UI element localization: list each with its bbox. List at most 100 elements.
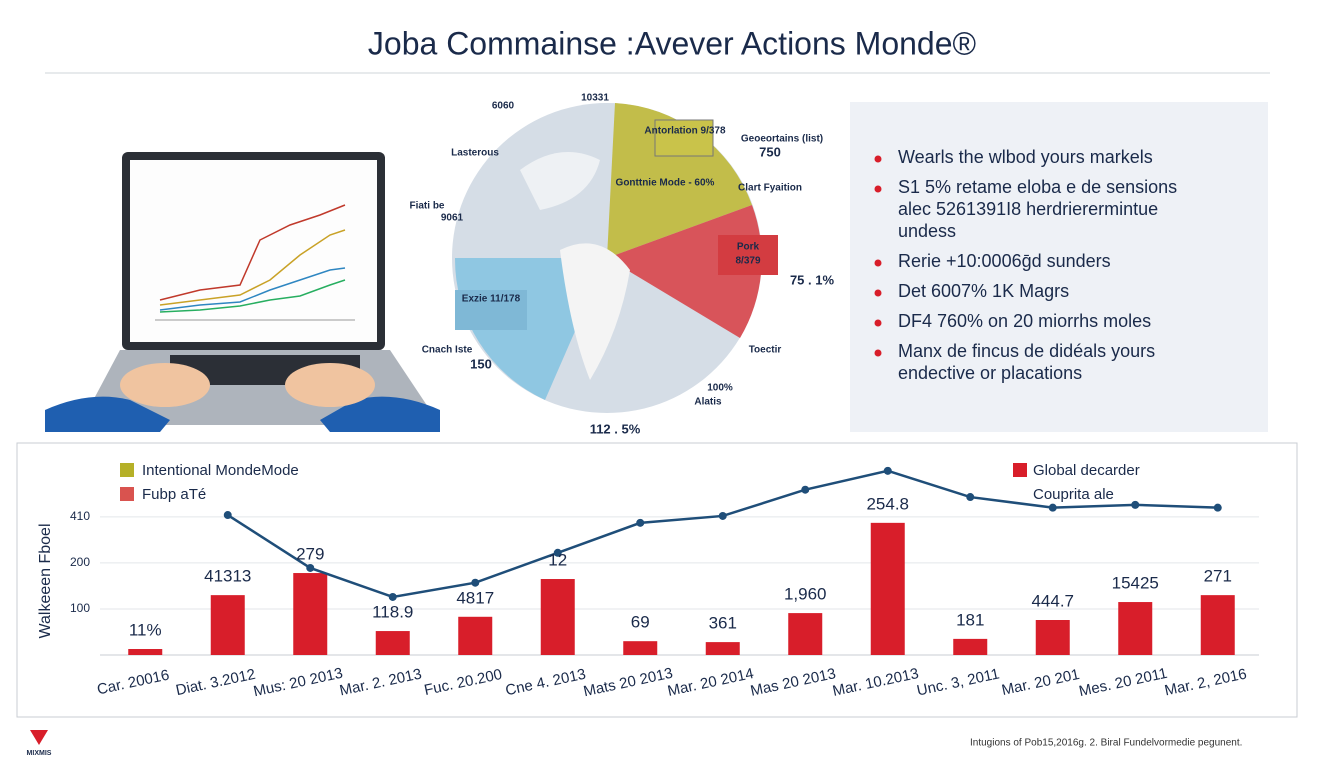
bullet-text: endective or placations <box>898 363 1082 383</box>
bar <box>210 595 245 655</box>
pie-label: Pork <box>737 242 760 253</box>
data-annotation: 1,960 <box>784 585 827 604</box>
x-tick-label: Mar. 2, 2016 <box>1163 665 1248 699</box>
legend-swatch <box>1013 463 1027 477</box>
x-tick-label: Mus: 20 2013 <box>252 665 344 701</box>
bullet-text: DF4 760% on 20 miorrhs moles <box>898 311 1151 331</box>
x-tick-label: Mas 20 2013 <box>749 665 837 700</box>
bar <box>1118 602 1153 655</box>
bullet-dot <box>874 259 882 267</box>
x-tick-label: Mar. 10.2013 <box>831 665 920 700</box>
bullet-text: Wearls the wlbod yours markels <box>898 147 1153 167</box>
y-tick-label: 100 <box>70 601 90 615</box>
globe-pie <box>452 103 778 413</box>
bar <box>1035 620 1070 655</box>
line-point <box>306 563 315 572</box>
line-point <box>966 493 975 502</box>
bar <box>705 642 740 655</box>
pie-label: 75 . 1% <box>790 272 835 287</box>
x-tick-label: Diat. 3.2012 <box>174 666 257 699</box>
data-annotation: 69 <box>631 613 650 632</box>
line-point <box>1213 503 1222 512</box>
pie-label: Cnach Iste <box>422 345 473 356</box>
pie-label: 9061 <box>441 213 464 224</box>
bullet-text: alec 5261391I8 herdrierermintue <box>898 199 1158 219</box>
logo-icon <box>30 730 48 745</box>
bullet-text: S1 5% retame eloba e de sensions <box>898 177 1177 197</box>
x-tick-label: Unc. 3, 2011 <box>915 665 1001 699</box>
pie-label: 112 . 5% <box>590 421 641 436</box>
page-title: Joba Commainse :Avever Actions Monde® <box>368 25 977 61</box>
pie-label: 6060 <box>492 101 515 112</box>
data-annotation: 11% <box>129 620 162 639</box>
pie-label: Exzie 11/178 <box>462 294 521 305</box>
legend-label: Global decarder <box>1033 462 1140 479</box>
line-point <box>1131 500 1140 509</box>
bullet-dot <box>874 155 882 163</box>
bullet-text: Manx de fincus de didéals yours <box>898 341 1155 361</box>
legend-label: Couprita ale <box>1033 486 1114 503</box>
y-tick-label: 410 <box>70 509 90 523</box>
legend-note: Fubp aTé <box>142 486 206 503</box>
line-point <box>553 548 562 557</box>
data-annotation: 271 <box>1204 567 1232 586</box>
bullet-text: Det 6007% 1K Magrs <box>898 281 1069 301</box>
legend-note: Intentional MondeMode <box>142 462 299 479</box>
legend-swatch <box>120 487 134 501</box>
bullet-text: undess <box>898 221 956 241</box>
bar <box>458 616 493 655</box>
data-annotation: 254.8 <box>866 494 909 513</box>
line-point <box>1048 503 1057 512</box>
data-annotation: 444.7 <box>1031 591 1074 610</box>
x-tick-label: Mats 20 2013 <box>582 665 674 701</box>
bar <box>623 641 658 655</box>
line-point <box>801 485 810 494</box>
data-annotation: 181 <box>956 610 984 629</box>
bar <box>953 638 988 655</box>
pie-label: 150 <box>470 356 492 371</box>
pie-label: 750 <box>759 144 781 159</box>
bar <box>870 522 905 655</box>
x-tick-label: Fuc. 20.200 <box>423 666 504 699</box>
bar <box>128 649 163 655</box>
pie-label: Clart Fyaition <box>738 183 802 194</box>
x-tick-label: Cne 4. 2013 <box>504 666 587 700</box>
bullet-text: Rerie +10:0006ḡd sunders <box>898 251 1111 271</box>
data-annotation: 118.9 <box>372 603 413 622</box>
bullet-dot <box>874 185 882 193</box>
bullet-dot <box>874 349 882 357</box>
pie-label: Gonttnie Mode - 60% <box>616 178 715 189</box>
chart-frame <box>16 442 1298 718</box>
bullet-panel <box>850 102 1268 432</box>
data-annotation: 41313 <box>204 567 251 586</box>
data-annotation: 361 <box>709 614 737 633</box>
pie-label: Geoeortains (list) <box>741 134 823 145</box>
footer-note: Intugions of Pob15,2016g. 2. Biral Funde… <box>970 738 1242 749</box>
legend-swatch <box>120 463 134 477</box>
bullet-dot <box>874 289 882 297</box>
x-tick-label: Mar. 20 2014 <box>666 665 755 700</box>
bar <box>540 579 575 655</box>
pie-label: Lasterous <box>451 148 499 159</box>
line-point <box>636 518 645 527</box>
x-tick-label: Car. 20016 <box>95 667 170 699</box>
x-tick-label: Mes. 20 2011 <box>1077 665 1168 700</box>
bar <box>1200 595 1235 655</box>
line-point <box>471 578 480 587</box>
line-point <box>223 511 232 520</box>
pie-label: 10331 <box>581 93 609 104</box>
laptop <box>45 152 440 432</box>
line-point <box>718 511 727 520</box>
pie-label: Toectir <box>749 345 782 356</box>
line-point <box>388 592 397 601</box>
y-axis-label: Walkeeen Fboel <box>37 523 54 638</box>
data-annotation: 15425 <box>1112 574 1159 593</box>
logo: MIXMIS <box>27 750 52 757</box>
data-annotation: 279 <box>296 545 324 564</box>
pie-label: 100% <box>707 383 733 394</box>
data-annotation: 12 <box>548 551 567 570</box>
bar <box>293 573 328 655</box>
pie-label: 8/379 <box>735 256 760 267</box>
bullet-dot <box>874 319 882 327</box>
